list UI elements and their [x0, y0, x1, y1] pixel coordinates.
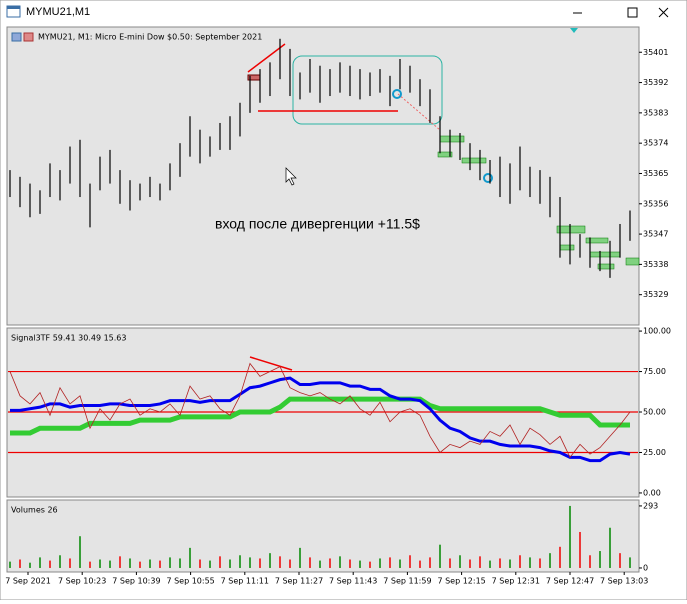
x-tick-label: 7 Sep 12:31 — [492, 577, 540, 586]
y-tick-label: 50.00 — [643, 408, 666, 417]
x-tick-label: 7 Sep 10:23 — [58, 577, 106, 586]
annotation: вход после дивергенции +11.5$ — [215, 216, 420, 232]
indicator-line — [10, 396, 630, 436]
x-tick-label: 7 Sep 12:15 — [437, 577, 485, 586]
signal-marker — [483, 173, 493, 183]
chart-icon — [23, 32, 34, 42]
y-tick-label: 35365 — [643, 169, 668, 178]
y-tick-label: 0 — [643, 563, 648, 572]
close-button[interactable] — [658, 7, 669, 18]
x-tick-label: 7 Sep 11:59 — [383, 577, 431, 586]
trade-box — [589, 251, 621, 258]
x-tick-label: 7 Sep 11:27 — [275, 577, 323, 586]
y-tick-label: 35347 — [643, 230, 668, 239]
y-tick-label: 100.00 — [643, 327, 671, 336]
maximize-button[interactable] — [627, 7, 638, 18]
x-tick-label: 7 Sep 11:43 — [329, 577, 377, 586]
shift-marker — [570, 28, 578, 33]
y-tick-label: 35383 — [643, 108, 668, 117]
volume-panel — [6, 499, 640, 573]
window-icon-bar — [7, 6, 20, 9]
y-tick-label: 35329 — [643, 290, 668, 299]
trade-boxes — [437, 135, 640, 270]
y-tick-label: 35338 — [643, 260, 668, 269]
trade-box — [597, 263, 615, 270]
signal-marker — [392, 89, 402, 99]
panel-title: Signal3TF 59.41 30.49 15.63 — [11, 334, 127, 343]
trade-box — [437, 151, 453, 158]
x-tick-label: 7 Sep 2021 — [5, 577, 51, 586]
y-tick-label: 0.00 — [643, 488, 661, 497]
x-tick-label: 7 Sep 12:47 — [546, 577, 594, 586]
panel-title: Volumes 26 — [11, 506, 58, 515]
chart-icon — [11, 32, 22, 42]
divergence-line — [249, 356, 293, 371]
x-tick-label: 7 Sep 10:39 — [112, 577, 160, 586]
y-tick-label: 35374 — [643, 139, 668, 148]
price-panel — [6, 26, 640, 326]
trade-box — [556, 225, 586, 234]
x-tick-label: 7 Sep 11:11 — [221, 577, 269, 586]
y-tick-label: 293 — [643, 501, 658, 510]
trade-box — [625, 257, 640, 266]
indicator-line — [10, 376, 631, 463]
trade-box — [559, 244, 575, 251]
y-tick-label: 35401 — [643, 48, 668, 57]
chart-layer: MYMU21, M1: Micro E-mini Dow $0.50: Sept… — [5, 33, 671, 586]
window-title: MYMU21,M1 — [26, 6, 90, 18]
y-tick-label: 35356 — [643, 199, 668, 208]
trade-box — [585, 237, 609, 244]
x-tick-label: 7 Sep 13:03 — [600, 577, 648, 586]
indicator-line — [9, 362, 631, 459]
y-tick-label: 75.00 — [643, 367, 666, 376]
x-tick-label: 7 Sep 10:55 — [166, 577, 214, 586]
y-tick-label: 25.00 — [643, 448, 666, 457]
trade-line — [397, 93, 441, 131]
panel-title: MYMU21, M1: Micro E-mini Dow $0.50: Sept… — [38, 33, 262, 42]
divergence-line — [247, 43, 286, 73]
highlight-box — [292, 55, 443, 125]
mouse-cursor — [285, 167, 297, 186]
y-tick-label: 35392 — [643, 78, 668, 87]
trade-box — [461, 157, 487, 164]
